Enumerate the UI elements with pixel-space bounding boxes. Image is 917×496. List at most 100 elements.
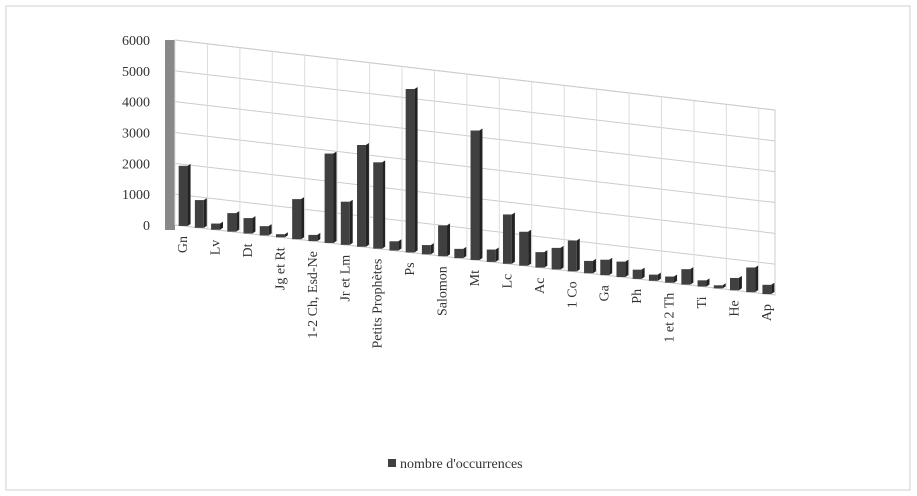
- x-tick-label: Gn: [176, 236, 191, 253]
- bar-side: [625, 259, 629, 278]
- x-tick-label: 1 Co: [565, 281, 580, 308]
- bar: [243, 218, 253, 234]
- x-tick-label: Mt: [468, 270, 483, 286]
- bar: [405, 89, 415, 253]
- bar: [665, 276, 675, 283]
- bar: [730, 277, 739, 291]
- bar-side: [349, 199, 353, 245]
- legend-label: nombre d'occurrences: [400, 457, 523, 472]
- grid-line: [174, 70, 776, 142]
- bar: [535, 252, 545, 268]
- bar-side: [365, 143, 369, 247]
- bar-side: [236, 211, 240, 232]
- bar-side: [414, 87, 418, 253]
- bar-side: [657, 272, 661, 281]
- bar-side: [544, 250, 548, 268]
- bar: [178, 165, 188, 226]
- y-tick-label: 1000: [122, 188, 150, 203]
- x-tick-label: Salomon: [436, 266, 451, 316]
- x-tick-label: Ti: [695, 296, 710, 308]
- bar-side: [268, 224, 272, 236]
- y-tick-label: 0: [143, 219, 150, 234]
- bar-side: [706, 278, 710, 287]
- bar-side: [576, 238, 580, 272]
- bar-side: [609, 257, 613, 276]
- bar-side: [317, 232, 321, 242]
- x-tick-label: Ga: [598, 284, 613, 301]
- bar: [324, 153, 334, 243]
- bar: [681, 269, 691, 285]
- bar: [470, 130, 480, 260]
- y-tick-label: 3000: [122, 127, 150, 142]
- bar: [584, 260, 593, 274]
- y-tick-label: 2000: [122, 157, 150, 172]
- legend-swatch: [388, 459, 396, 467]
- bar: [421, 245, 431, 255]
- y-tick-label: 6000: [122, 34, 150, 49]
- bar-side: [528, 229, 532, 266]
- x-tick-label: Ps: [403, 262, 418, 275]
- x-tick-label: Ph: [630, 289, 645, 304]
- x-tick-label: Petits Prophètes: [371, 259, 386, 349]
- bar: [259, 226, 269, 236]
- bar: [697, 280, 707, 287]
- bar: [340, 201, 350, 245]
- bar: [502, 214, 512, 264]
- x-tick-label: Ap: [760, 304, 775, 321]
- bar: [357, 145, 366, 247]
- bar: [648, 274, 658, 281]
- bar-side: [495, 247, 499, 262]
- bar: [454, 248, 464, 259]
- x-tick-label: Dt: [241, 243, 256, 257]
- bar: [211, 223, 220, 230]
- x-tick-label: Lv: [209, 240, 224, 256]
- grid-line: [174, 39, 776, 111]
- bar-side: [284, 232, 288, 238]
- bar: [519, 231, 529, 266]
- bar-side: [722, 283, 726, 289]
- bar: [632, 269, 642, 279]
- bar-side: [252, 216, 256, 234]
- bar-side: [771, 282, 775, 295]
- bar: [567, 240, 577, 272]
- bar-side: [382, 160, 386, 249]
- x-tick-label: Lc: [500, 274, 515, 289]
- bar: [389, 241, 399, 251]
- side-wall: [165, 40, 175, 230]
- bar-side: [301, 197, 305, 240]
- bar-side: [511, 212, 515, 264]
- bar: [275, 234, 285, 238]
- x-tick-label: Ac: [533, 278, 548, 294]
- bar: [373, 162, 383, 249]
- bar-side: [430, 243, 434, 255]
- bar-side: [479, 128, 483, 260]
- bar: [292, 199, 302, 240]
- bar-side: [333, 151, 337, 243]
- bar-side: [738, 275, 742, 291]
- bar: [600, 259, 610, 276]
- bar-side: [203, 198, 207, 228]
- bar: [194, 200, 204, 228]
- x-tick-label: Jg et Rt: [273, 247, 288, 290]
- bar-side: [560, 245, 564, 270]
- bar-side: [641, 267, 645, 279]
- x-tick-label: He: [727, 300, 742, 316]
- x-tick-label: 1 et 2 Th: [663, 293, 678, 343]
- bar-side: [398, 239, 402, 251]
- bar-side: [674, 274, 678, 283]
- bar-side: [463, 246, 467, 259]
- bar: [762, 284, 772, 295]
- bar: [746, 267, 756, 293]
- x-tick-label: 1-2 Ch, Esd-Ne: [306, 251, 321, 339]
- bar-side: [592, 258, 596, 274]
- bar: [227, 213, 237, 232]
- y-tick-label: 4000: [122, 96, 150, 111]
- bar: [616, 261, 626, 278]
- bar-side: [690, 267, 694, 285]
- bar: [551, 247, 561, 270]
- bar: [713, 285, 723, 289]
- bar-side: [755, 265, 759, 293]
- x-tick-label: Jr et Lm: [338, 255, 353, 302]
- bar: [308, 234, 318, 242]
